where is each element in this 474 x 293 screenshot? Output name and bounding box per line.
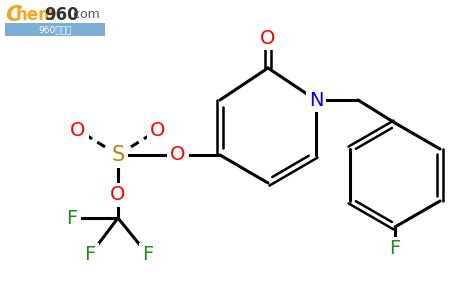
Text: O: O [260, 28, 276, 47]
Text: S: S [111, 145, 125, 165]
Text: .com: .com [70, 8, 101, 21]
Text: F: F [142, 246, 154, 265]
Text: C: C [5, 5, 21, 25]
Text: F: F [84, 246, 96, 265]
Text: F: F [389, 239, 401, 258]
Text: hem: hem [16, 6, 56, 24]
Text: F: F [66, 209, 78, 227]
Text: O: O [110, 185, 126, 205]
Text: N: N [309, 91, 323, 110]
Text: 960化工网: 960化工网 [38, 25, 72, 35]
Text: O: O [70, 120, 86, 139]
Text: 960: 960 [44, 6, 79, 24]
Bar [5, 23, 105, 36]
Text: O: O [150, 120, 166, 139]
Text: O: O [170, 146, 186, 164]
